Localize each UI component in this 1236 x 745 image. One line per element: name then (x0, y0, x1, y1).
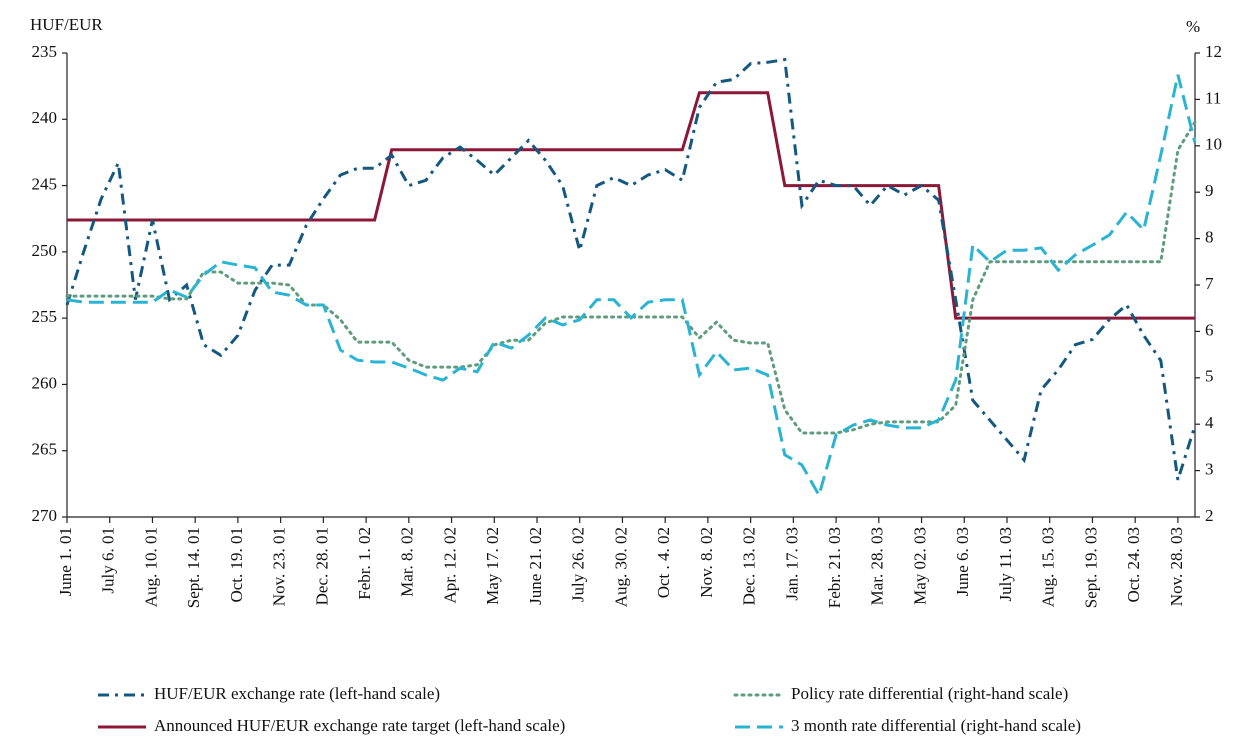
y2-tick-label: 6 (1205, 320, 1214, 339)
x-tick-label: May 02. 03 (910, 527, 929, 605)
y-axis-label: HUF/EUR (30, 15, 103, 34)
y-tick-label: 245 (32, 174, 58, 193)
x-tick-label: Mar. 28. 03 (868, 527, 887, 605)
x-tick-label: Mar. 8. 02 (398, 527, 417, 597)
x-tick-label: Sept. 14. 01 (184, 527, 203, 608)
legend-item: HUF/EUR exchange rate (left-hand scale) (98, 684, 440, 703)
y-tick-label: 240 (32, 108, 58, 127)
y2-tick-label: 12 (1205, 42, 1222, 61)
y2-tick-label: 7 (1205, 274, 1214, 293)
legend-item: 3 month rate differential (right-hand sc… (735, 716, 1081, 735)
y-tick-label: 260 (32, 373, 58, 392)
series-line (65, 120, 1197, 435)
y-tick-label: 250 (32, 241, 58, 260)
x-tick-label: Oct. 19. 01 (227, 527, 246, 603)
x-tick-label: June 1. 01 (56, 527, 75, 596)
x-tick-label: Aug. 15. 03 (1039, 527, 1058, 607)
x-tick-label: Febr. 1. 02 (355, 527, 374, 600)
y2-tick-label: 3 (1205, 460, 1214, 479)
x-tick-label: July 26. 02 (569, 527, 588, 602)
series-line (67, 91, 1195, 320)
x-tick-label: Aug. 30. 02 (611, 527, 630, 607)
y2-axis-label: % (1186, 17, 1200, 36)
x-tick-label: July 11. 03 (996, 527, 1015, 601)
x-tick-label: Nov. 23. 01 (270, 527, 289, 606)
y2-tick-label: 4 (1205, 413, 1214, 432)
x-tick-label: Dec. 13. 02 (740, 527, 759, 605)
legend-label: HUF/EUR exchange rate (left-hand scale) (154, 684, 440, 703)
x-tick-label: June 21. 02 (526, 527, 545, 605)
y2-tick-label: 5 (1205, 367, 1214, 386)
legend-label: Policy rate differential (right-hand sca… (791, 684, 1068, 703)
x-tick-label: Jan. 17. 03 (782, 527, 801, 601)
legend-item: Policy rate differential (right-hand sca… (733, 684, 1068, 703)
x-tick-label: Aug. 10. 01 (141, 527, 160, 607)
x-tick-label: July 6. 01 (99, 527, 118, 594)
legend-label: Announced HUF/EUR exchange rate target (… (154, 716, 565, 735)
legend-item: Announced HUF/EUR exchange rate target (… (98, 716, 565, 735)
y-tick-label: 265 (32, 440, 58, 459)
legend-label: 3 month rate differential (right-hand sc… (791, 716, 1081, 735)
y2-tick-label: 2 (1205, 506, 1214, 525)
y-tick-label: 270 (32, 506, 58, 525)
x-tick-label: Apr. 12. 02 (440, 527, 459, 604)
y2-tick-label: 10 (1205, 135, 1222, 154)
x-tick-label: Dec. 28. 01 (312, 527, 331, 605)
y2-tick-label: 8 (1205, 228, 1214, 247)
x-tick-label: Oct . 4. 02 (654, 527, 673, 598)
y-tick-label: 255 (32, 307, 58, 326)
x-tick-label: Febr. 21. 03 (825, 527, 844, 608)
y2-tick-label: 11 (1205, 88, 1221, 107)
x-tick-label: Nov. 8. 02 (697, 527, 716, 598)
y2-tick-label: 9 (1205, 181, 1214, 200)
x-tick-label: June 6. 03 (953, 527, 972, 596)
y-tick-label: 235 (32, 42, 58, 61)
series-line (66, 74, 1197, 500)
x-tick-label: Sept. 19. 03 (1081, 527, 1100, 608)
x-tick-label: May 17. 02 (483, 527, 502, 605)
x-tick-label: Oct. 24. 03 (1124, 527, 1143, 603)
series-line (65, 57, 1197, 481)
x-tick-label: Nov. 28. 03 (1167, 527, 1186, 606)
